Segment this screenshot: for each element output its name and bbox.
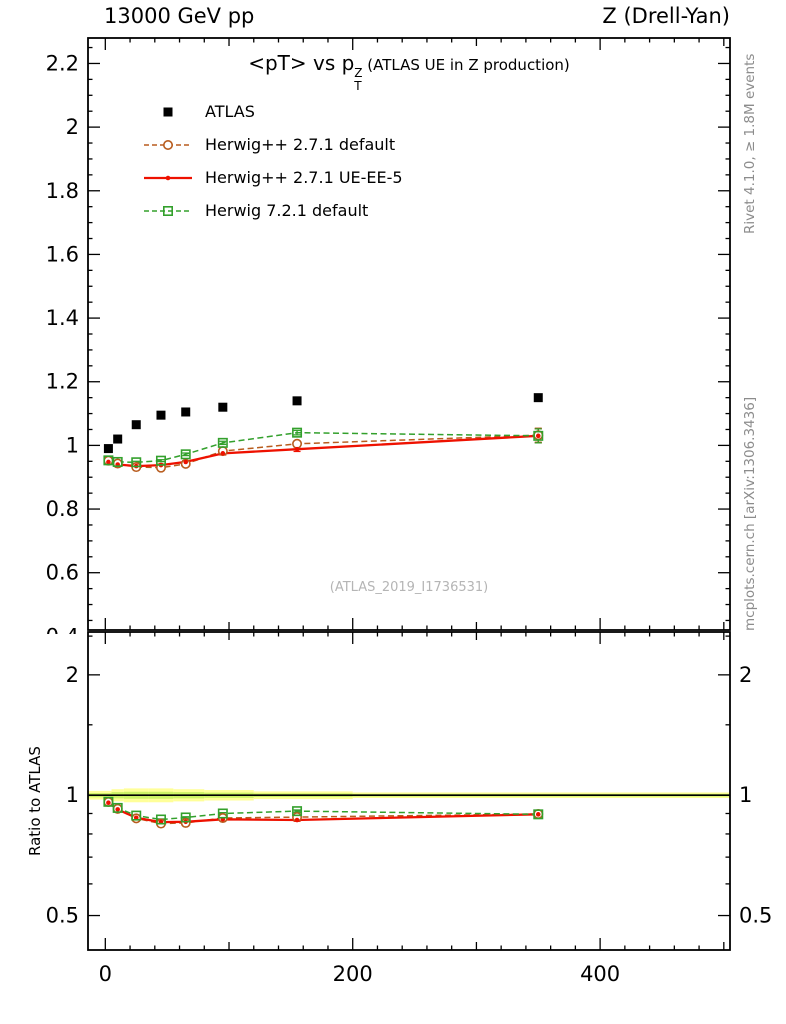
y-tick-label: 2.2 <box>46 51 79 75</box>
x-tick-label: 200 <box>333 962 373 986</box>
data-point-square <box>103 444 113 454</box>
data-point-square <box>113 434 123 444</box>
data-point-circle-open <box>162 139 173 150</box>
data-point-square-open <box>155 814 166 825</box>
data-point-square <box>131 420 141 430</box>
y-tick-label: 1.2 <box>46 370 79 394</box>
rivet-version-caption: Rivet 4.1.0, ≥ 1.8M events <box>742 53 758 234</box>
data-point-square-open <box>533 809 544 820</box>
legend-label: ATLAS <box>205 102 255 121</box>
x-tick-label: 0 <box>99 962 112 986</box>
data-point-square-open <box>162 205 173 216</box>
data-point-square <box>533 393 543 403</box>
data-point-square-open <box>292 427 303 438</box>
series-line-2 <box>108 434 539 468</box>
main-panel: 0.4 0.6 0.8 1 1.2 1.4 1.6 1.8 2 2.2 <box>46 37 731 648</box>
ratio-panel: 0.5 0.5 1 1 2 2 <box>46 631 772 951</box>
legend-item-0: ATLAS <box>141 100 403 123</box>
data-point-square-open <box>131 457 142 468</box>
process-label: Z (Drell-Yan) <box>602 4 730 28</box>
ratio-tick-label: 2 <box>66 663 79 687</box>
data-point-dot <box>294 446 300 452</box>
ratio-axis-label: Ratio to ATLAS <box>26 746 44 856</box>
data-point-dot <box>535 433 541 439</box>
analysis-id-watermark: (ATLAS_2019_I1736531) <box>329 580 489 595</box>
legend-label: Herwig++ 2.7.1 UE-EE-5 <box>205 168 403 187</box>
legend-label: Herwig 7.2.1 default <box>205 201 369 220</box>
beam-energy-label: 13000 GeV pp <box>104 4 255 28</box>
title-sup: Z <box>354 66 363 80</box>
ratio-tick-label: 1 <box>66 783 79 807</box>
y-tick-label: 2 <box>66 115 79 139</box>
title-suffix: (ATLAS UE in Z production) <box>362 56 570 74</box>
data-point-square <box>181 407 191 417</box>
y-tick-label: 1 <box>66 433 79 457</box>
data-point-dot <box>106 800 111 806</box>
data-point-square-open <box>103 796 114 807</box>
y-tick-label: 1.4 <box>46 306 79 330</box>
legend-marker-dot-icon <box>144 175 192 180</box>
title-sub: T <box>354 78 362 93</box>
ratio-tick-label: 0.5 <box>739 904 772 928</box>
data-point-square <box>292 396 302 406</box>
data-point-square-open <box>217 808 228 819</box>
legend-item-1: Herwig++ 2.7.1 default <box>141 133 403 156</box>
data-point-square-open <box>533 430 544 441</box>
title-prefix: <pT> vs p <box>248 51 355 75</box>
legend-item-3: Herwig 7.2.1 default <box>141 199 403 222</box>
data-point-dot <box>183 459 189 465</box>
legend-marker-square-filled-icon <box>163 107 173 116</box>
data-point-square-open <box>217 437 228 448</box>
data-point-square <box>156 410 166 420</box>
data-point-square-open <box>155 455 166 466</box>
data-point-square-open <box>112 802 123 813</box>
data-point-dot <box>535 812 541 817</box>
data-point-dot <box>115 807 120 812</box>
data-point-dot <box>220 451 226 456</box>
y-tick-label: 1.8 <box>46 179 79 203</box>
data-point-dot <box>165 175 171 180</box>
data-point-dot <box>106 459 111 465</box>
legend-label: Herwig++ 2.7.1 default <box>205 135 396 154</box>
data-point-square <box>218 402 228 412</box>
data-point-square-open <box>180 449 191 460</box>
x-tick-label: 400 <box>580 962 620 986</box>
y-tick-label: 0.4 <box>46 624 79 648</box>
legend-item-2: Herwig++ 2.7.1 UE-EE-5 <box>141 166 403 189</box>
y-tick-label: 0.6 <box>46 561 79 585</box>
data-point-square-open <box>131 810 142 821</box>
ratio-tick-label: 0.5 <box>46 904 79 928</box>
data-point-square-open <box>103 455 114 466</box>
ratio-tick-label: 2 <box>739 663 752 687</box>
data-point-square <box>163 107 173 116</box>
data-point-square-open <box>112 456 123 467</box>
legend-marker-circle-open-icon <box>144 139 192 150</box>
mcplots-caption: mcplots.cern.ch [arXiv:1306.3436] <box>742 396 758 631</box>
ratio-frame <box>87 631 731 951</box>
data-point-square-open <box>292 806 303 817</box>
data-point-square-open <box>180 812 191 823</box>
legend-marker-square-open-icon <box>144 205 192 216</box>
y-tick-label: 1.6 <box>46 242 79 266</box>
legend: ATLAS Herwig++ 2.7.1 default Herwig++ 2.7.… <box>141 100 403 222</box>
data-point-dot <box>133 815 139 821</box>
y-tick-label: 0.8 <box>46 497 79 521</box>
data-point-dot <box>294 817 300 823</box>
data-point-circle-open <box>292 438 303 449</box>
ratio-tick-label: 1 <box>739 783 752 807</box>
